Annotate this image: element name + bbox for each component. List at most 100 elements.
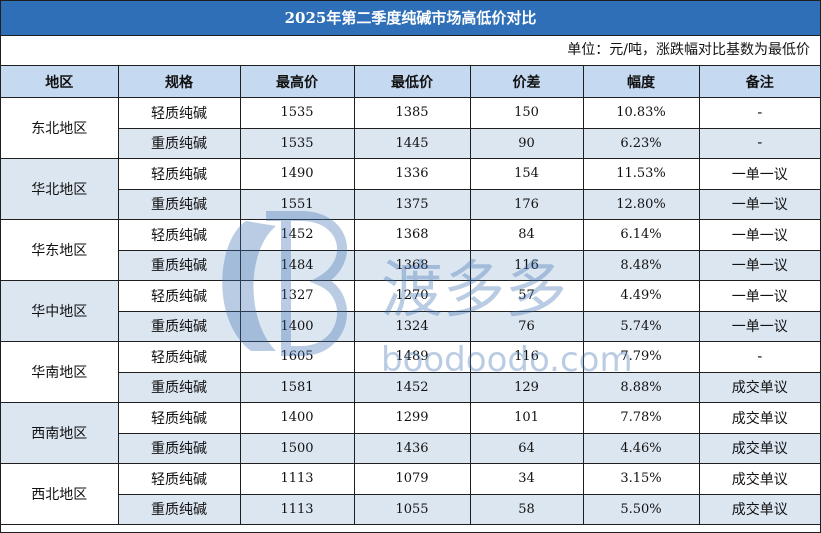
low-cell: 1336 (353, 158, 471, 190)
note-cell: 成交单议 (698, 493, 820, 525)
spec-cell: 重质纯碱 (117, 188, 241, 220)
high-cell: 1535 (239, 127, 355, 159)
table-row: 重质纯碱 1113 1055 58 5.50% 成交单议 (1, 493, 820, 525)
diff-cell: 90 (469, 127, 584, 159)
spec-cell: 轻质纯碱 (117, 158, 241, 190)
note-cell: - (698, 341, 820, 373)
high-cell: 1535 (239, 97, 355, 129)
note-cell: 一单一议 (698, 188, 820, 220)
note-cell: 一单一议 (698, 249, 820, 281)
region-cell: 华北地区 (1, 158, 119, 220)
table-row: 西南地区 轻质纯碱 1400 1299 101 7.78% 成交单议 (1, 402, 820, 464)
high-cell: 1500 (239, 432, 355, 464)
note-cell: 一单一议 (698, 219, 820, 251)
note-cell: 成交单议 (698, 463, 820, 495)
diff-cell: 101 (469, 402, 584, 434)
diff-cell: 57 (469, 280, 584, 312)
table-row: 重质纯碱 1551 1375 176 12.80% 一单一议 (1, 188, 820, 220)
region-cell: 华东地区 (1, 219, 119, 281)
table-row: 华南地区 轻质纯碱 1605 1489 116 7.79% - (1, 341, 820, 403)
pct-cell: 12.80% (582, 188, 700, 220)
pct-cell: 5.50% (582, 493, 700, 525)
low-cell: 1445 (353, 127, 471, 159)
pct-cell: 3.15% (582, 463, 700, 495)
low-cell: 1055 (353, 493, 471, 525)
note-cell: 一单一议 (698, 280, 820, 312)
pct-cell: 6.14% (582, 219, 700, 251)
diff-cell: 154 (469, 158, 584, 190)
header-diff: 价差 (469, 66, 584, 98)
note-cell: 成交单议 (698, 402, 820, 434)
note-cell: - (698, 97, 820, 129)
table-row: 重质纯碱 1535 1445 90 6.23% - (1, 127, 820, 159)
diff-cell: 84 (469, 219, 584, 251)
diff-cell: 116 (469, 341, 584, 373)
pct-cell: 10.83% (582, 97, 700, 129)
price-table: 地区 规格 最高价 最低价 价差 幅度 备注 东北地区 轻质纯碱 1535 1385 1… (1, 66, 820, 525)
header-region: 地区 (1, 66, 119, 98)
spec-cell: 轻质纯碱 (117, 280, 241, 312)
region-cell: 华中地区 (1, 280, 119, 342)
pct-cell: 4.49% (582, 280, 700, 312)
table-row: 华中地区 轻质纯碱 1327 1270 57 4.49% 一单一议 (1, 280, 820, 342)
pct-cell: 11.53% (582, 158, 700, 190)
note-cell: - (698, 127, 820, 159)
high-cell: 1113 (239, 493, 355, 525)
low-cell: 1436 (353, 432, 471, 464)
table-row: 西北地区 轻质纯碱 1113 1079 34 3.15% 成交单议 (1, 463, 820, 525)
pct-cell: 4.46% (582, 432, 700, 464)
diff-cell: 64 (469, 432, 584, 464)
spec-cell: 重质纯碱 (117, 127, 241, 159)
table-row: 东北地区 轻质纯碱 1535 1385 150 10.83% - (1, 97, 820, 159)
table-row: 重质纯碱 1581 1452 129 8.88% 成交单议 (1, 371, 820, 403)
region-cell: 华南地区 (1, 341, 119, 403)
spec-cell: 轻质纯碱 (117, 463, 241, 495)
note-cell: 成交单议 (698, 371, 820, 403)
low-cell: 1375 (353, 188, 471, 220)
diff-cell: 150 (469, 97, 584, 129)
diff-cell: 58 (469, 493, 584, 525)
note-cell: 一单一议 (698, 310, 820, 342)
low-cell: 1079 (353, 463, 471, 495)
spec-cell: 重质纯碱 (117, 493, 241, 525)
region-cell: 西北地区 (1, 463, 119, 525)
low-cell: 1368 (353, 219, 471, 251)
diff-cell: 129 (469, 371, 584, 403)
diff-cell: 176 (469, 188, 584, 220)
table-row: 华东地区 轻质纯碱 1452 1368 84 6.14% 一单一议 (1, 219, 820, 281)
header-high: 最高价 (239, 66, 355, 98)
high-cell: 1605 (239, 341, 355, 373)
diff-cell: 116 (469, 249, 584, 281)
low-cell: 1324 (353, 310, 471, 342)
region-cell: 西南地区 (1, 402, 119, 464)
high-cell: 1581 (239, 371, 355, 403)
header-spec: 规格 (117, 66, 241, 98)
spec-cell: 轻质纯碱 (117, 341, 241, 373)
high-cell: 1113 (239, 463, 355, 495)
low-cell: 1270 (353, 280, 471, 312)
spec-cell: 重质纯碱 (117, 371, 241, 403)
region-cell: 东北地区 (1, 97, 119, 159)
pct-cell: 8.48% (582, 249, 700, 281)
high-cell: 1327 (239, 280, 355, 312)
spec-cell: 重质纯碱 (117, 310, 241, 342)
header-pct: 幅度 (582, 66, 700, 98)
high-cell: 1400 (239, 402, 355, 434)
table-body: 东北地区 轻质纯碱 1535 1385 150 10.83% - 重质纯碱 1535 1445 90… (1, 97, 820, 525)
high-cell: 1400 (239, 310, 355, 342)
note-cell: 一单一议 (698, 158, 820, 190)
spec-cell: 重质纯碱 (117, 249, 241, 281)
spec-cell: 轻质纯碱 (117, 402, 241, 434)
pct-cell: 7.79% (582, 341, 700, 373)
table-title: 2025年第二季度纯碱市场高低价对比 (1, 1, 820, 36)
table-row: 华北地区 轻质纯碱 1490 1336 154 11.53% 一单一议 (1, 158, 820, 220)
spec-cell: 重质纯碱 (117, 432, 241, 464)
unit-note: 单位：元/吨，涨跌幅对比基数为最低价 (1, 36, 820, 66)
diff-cell: 76 (469, 310, 584, 342)
high-cell: 1490 (239, 158, 355, 190)
high-cell: 1484 (239, 249, 355, 281)
pct-cell: 5.74% (582, 310, 700, 342)
header-row: 地区 规格 最高价 最低价 价差 幅度 备注 (1, 66, 820, 98)
header-note: 备注 (698, 66, 820, 98)
